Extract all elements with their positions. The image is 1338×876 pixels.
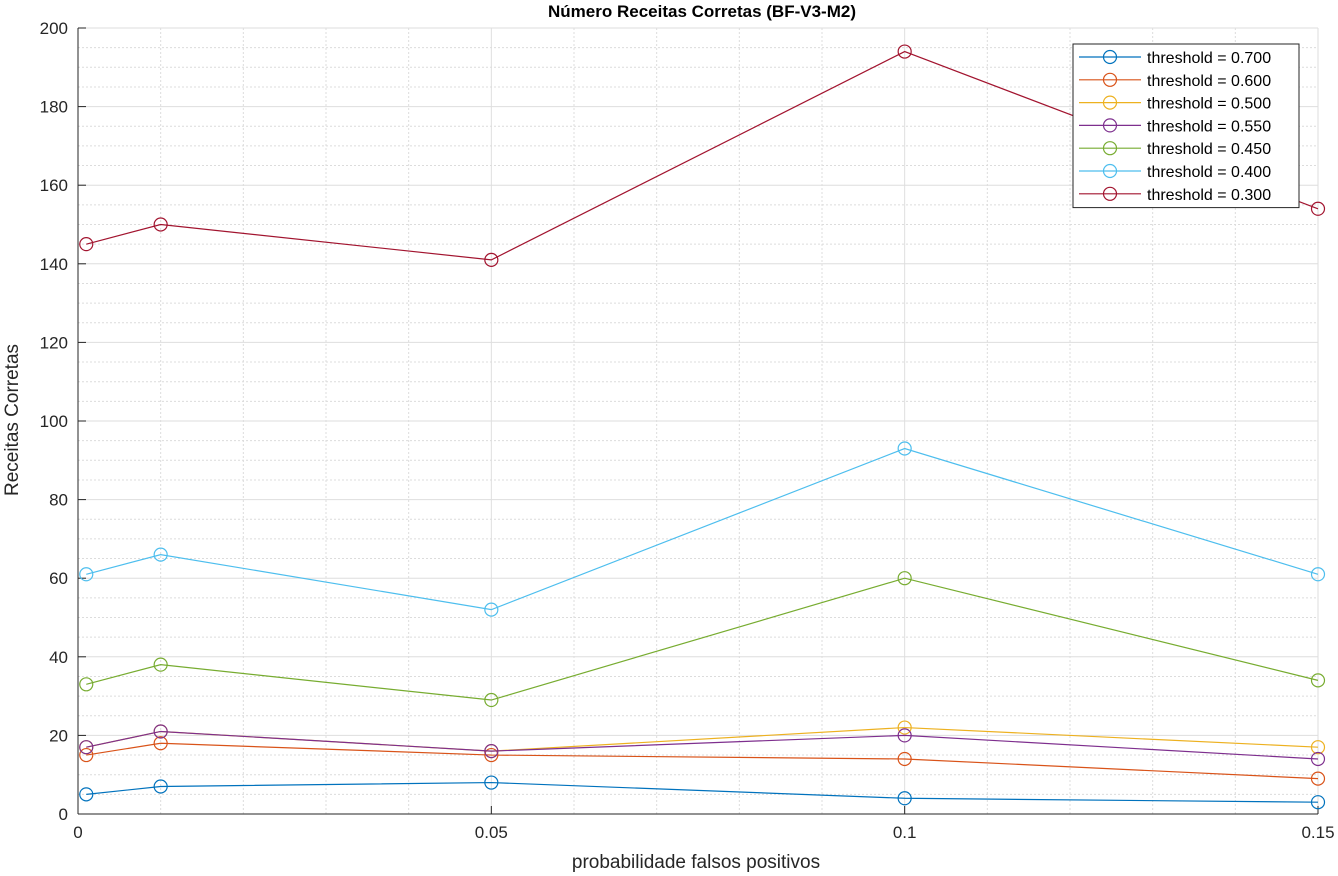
data-point: [1310, 771, 1326, 786]
y-tick-label: 200: [40, 19, 68, 38]
series-line: [86, 50, 1319, 261]
data-point: [484, 602, 499, 617]
x-tick-label: 0: [73, 823, 82, 842]
data-point: [79, 237, 94, 252]
data-point: [1310, 201, 1326, 216]
legend-item: threshold = 0.700: [1079, 49, 1271, 67]
legend-label: threshold = 0.700: [1147, 50, 1271, 67]
data-point: [897, 791, 912, 806]
y-tick-label: 60: [49, 569, 68, 588]
x-tick-label: 0.05: [475, 823, 508, 842]
data-point: [484, 747, 499, 763]
legend-label: threshold = 0.550: [1147, 118, 1271, 135]
data-point: [897, 441, 912, 456]
legend-item: threshold = 0.550: [1079, 118, 1271, 135]
legend-marker: [1102, 186, 1118, 201]
series-3: [79, 720, 1326, 759]
legend-marker: [1102, 72, 1118, 87]
legend-marker: [1102, 49, 1118, 65]
series-line: [86, 577, 1319, 701]
data-point: [79, 747, 94, 763]
data-point: [484, 252, 499, 267]
data-point: [897, 751, 912, 767]
y-tick-label: 100: [40, 412, 68, 431]
y-tick-label: 180: [40, 98, 68, 117]
data-point: [1310, 567, 1326, 582]
legend: threshold = 0.700 threshold = 0.600 thresh…: [1072, 43, 1300, 209]
series-1: [79, 775, 1326, 810]
legend-item: threshold = 0.500: [1079, 95, 1271, 113]
data-point: [153, 736, 168, 751]
y-tick-label: 160: [40, 176, 68, 195]
data-point: [1310, 673, 1326, 688]
series-line: [86, 447, 1319, 611]
data-point: [897, 571, 912, 586]
legend-item: threshold = 0.450: [1079, 141, 1271, 158]
axes: [77, 27, 1319, 815]
series-7: [79, 44, 1326, 267]
y-tick-label: 20: [49, 726, 68, 745]
legend-marker: [1102, 95, 1118, 110]
data-point: [153, 657, 168, 672]
x-tick-label: 0.15: [1301, 823, 1334, 842]
data-point: [1310, 751, 1326, 767]
series-2: [79, 736, 1326, 786]
series-6: [79, 441, 1326, 617]
data-point: [153, 547, 168, 562]
x-tick-label: 0.1: [893, 823, 917, 842]
data-point: [79, 740, 94, 755]
data-point: [1310, 795, 1326, 810]
data-point: [79, 787, 94, 802]
y-tick-label: 80: [49, 491, 68, 510]
y-tick-label: 0: [59, 805, 68, 824]
y-tick-label: 120: [40, 333, 68, 352]
data-point: [484, 692, 499, 708]
legend-item: threshold = 0.600: [1079, 72, 1271, 90]
y-tick-label: 40: [49, 648, 68, 667]
legend-label: threshold = 0.450: [1147, 141, 1271, 158]
series-line: [86, 742, 1319, 780]
legend-marker: [1102, 163, 1118, 179]
chart-title: Número Receitas Corretas (BF-V3-M2): [548, 2, 856, 21]
series-5: [79, 571, 1326, 708]
data-point: [153, 217, 168, 232]
legend-item: threshold = 0.400: [1079, 163, 1271, 181]
y-tick-label: 140: [40, 255, 68, 274]
data-point: [897, 720, 912, 735]
y-axis-label: Receitas Corretas: [2, 344, 23, 496]
legend-label: threshold = 0.600: [1147, 73, 1271, 90]
data-point: [79, 677, 94, 692]
legend-label: threshold = 0.400: [1147, 164, 1271, 181]
data-point: [153, 779, 168, 794]
data-point: [484, 744, 499, 759]
series-line: [86, 730, 1319, 760]
series-line: [86, 781, 1319, 803]
legend-marker: [1102, 118, 1118, 133]
data-point: [897, 44, 912, 59]
x-axis-label: probabilidade falsos positivos: [572, 852, 820, 873]
data-point: [484, 775, 499, 790]
legend-marker: [1102, 141, 1118, 156]
data-point: [897, 728, 912, 743]
tick-labels: 0 0.05 0.1 0.15 0 20 40 60 80 100 120 140 160 180 200: [40, 19, 1335, 842]
series-4: [79, 724, 1326, 767]
series-layer: [79, 44, 1326, 810]
legend-item: threshold = 0.300: [1079, 186, 1271, 204]
legend-label: threshold = 0.300: [1147, 187, 1271, 204]
data-point: [153, 724, 168, 739]
legend-label: threshold = 0.500: [1147, 96, 1271, 113]
data-point: [79, 567, 94, 582]
data-point: [1310, 740, 1326, 755]
